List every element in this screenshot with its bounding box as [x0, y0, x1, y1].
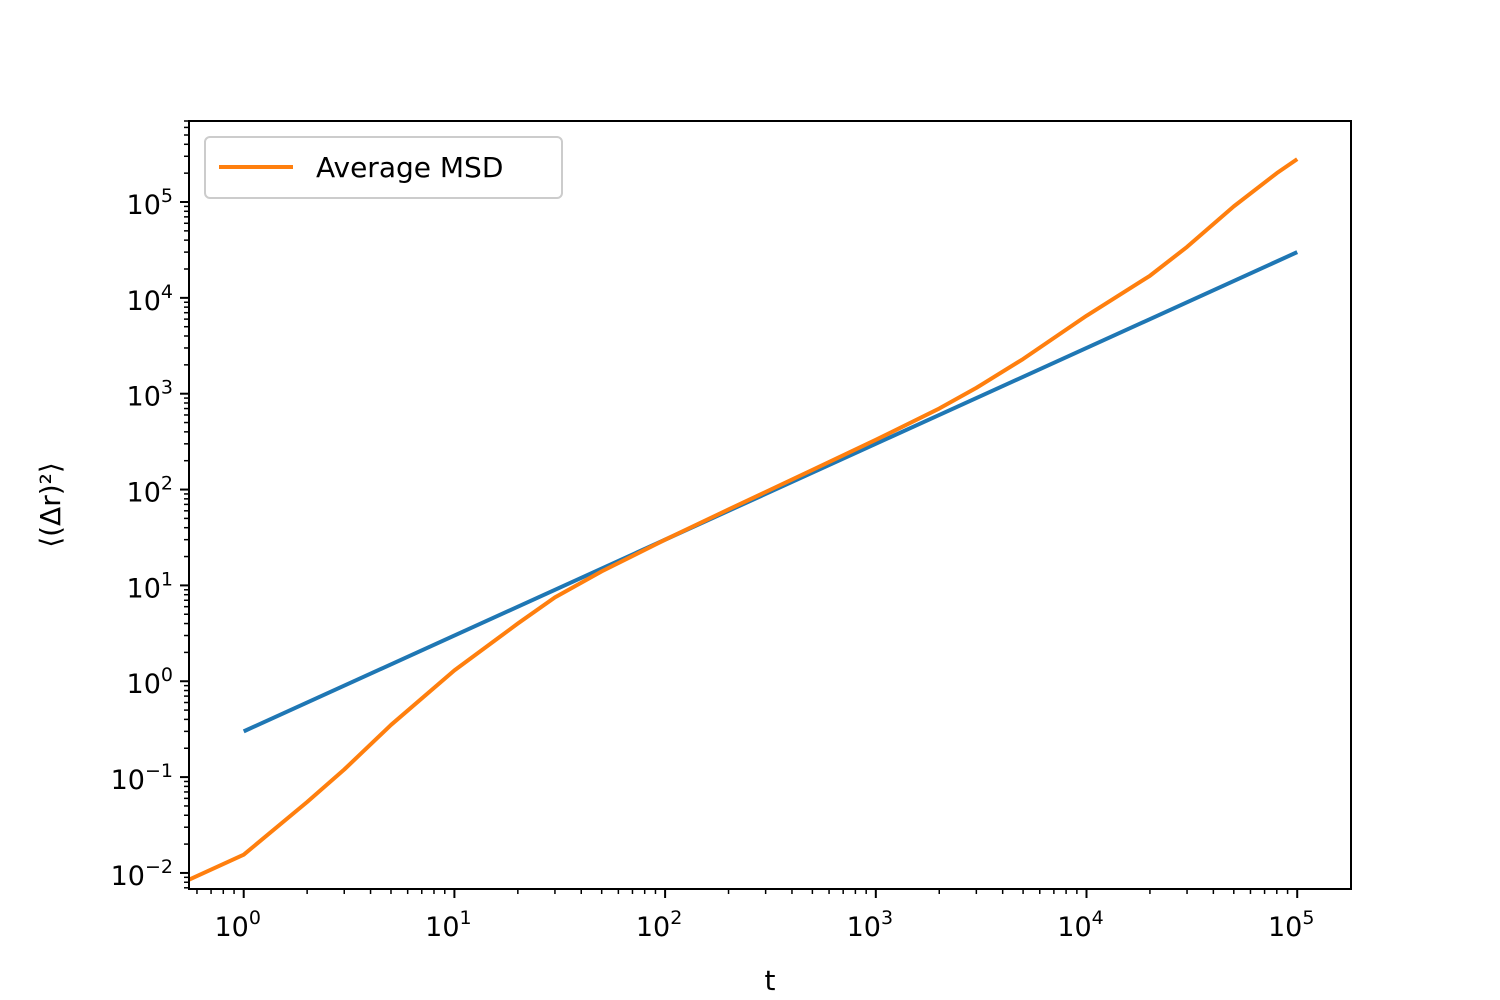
x-tick-label-base: 10 [1268, 912, 1302, 943]
y-tick-label-6: 104 [127, 281, 173, 317]
x-tick-label-0: 100 [214, 907, 260, 943]
x-tick-label-base: 10 [1057, 912, 1091, 943]
x-tick-label-base: 10 [425, 912, 459, 943]
axes-frame [188, 120, 1352, 890]
y-tick-label-base: 10 [127, 478, 161, 509]
legend: Average MSD [204, 136, 563, 199]
y-tick-label-base: 10 [127, 190, 161, 221]
plot-frame [188, 120, 1352, 890]
y-tick-label-7: 105 [127, 185, 173, 221]
y-tick-label-4: 102 [127, 473, 173, 509]
x-tick-label-5: 105 [1268, 907, 1314, 943]
x-tick-label-3: 103 [847, 907, 893, 943]
x-tick-label-4: 104 [1057, 907, 1103, 943]
y-tick-label-exponent: 0 [161, 664, 173, 686]
y-tick-label-base: 10 [111, 861, 145, 892]
x-tick-label-exponent: 3 [881, 907, 893, 929]
y-tick-label-exponent: 5 [161, 185, 173, 207]
x-tick-label-exponent: 2 [670, 907, 682, 929]
x-tick-label-1: 101 [425, 907, 471, 943]
y-tick-label-1: 10−1 [111, 760, 173, 796]
y-tick-label-base: 10 [127, 286, 161, 317]
x-tick-label-base: 10 [847, 912, 881, 943]
y-tick-label-base: 10 [127, 573, 161, 604]
x-axis-label: t [765, 964, 776, 997]
y-tick-label-exponent: −2 [145, 856, 173, 878]
legend-label: Average MSD [316, 151, 503, 184]
x-tick-label-base: 10 [214, 912, 248, 943]
y-tick-label-exponent: −1 [145, 760, 173, 782]
chart-lines [189, 157, 1299, 882]
legend-box [204, 136, 563, 199]
y-tick-label-exponent: 4 [161, 281, 173, 303]
y-tick-label-exponent: 2 [161, 473, 173, 495]
y-tick-label-2: 100 [127, 664, 173, 700]
x-tick-label-exponent: 5 [1302, 907, 1314, 929]
y-tick-label-base: 10 [127, 669, 161, 700]
x-tick-label-base: 10 [636, 912, 670, 943]
x-tick-label-exponent: 1 [460, 907, 472, 929]
y-tick-label-5: 103 [127, 377, 173, 413]
y-tick-label-base: 10 [111, 765, 145, 796]
x-tick-label-exponent: 0 [249, 907, 261, 929]
x-tick-label-2: 102 [636, 907, 682, 943]
series-line-2 [189, 157, 1299, 882]
x-tick-label-exponent: 4 [1092, 907, 1104, 929]
y-tick-label-0: 10−2 [111, 856, 173, 892]
y-tick-label-exponent: 3 [161, 377, 173, 399]
y-tick-label-exponent: 1 [161, 568, 173, 590]
y-tick-label-base: 10 [127, 382, 161, 413]
x-axis-ticks: 100 101 102 103 104 105 [196, 889, 1314, 943]
y-axis-label: ⟨(Δr)²⟩ [34, 462, 67, 548]
y-tick-label-3: 101 [127, 568, 173, 604]
